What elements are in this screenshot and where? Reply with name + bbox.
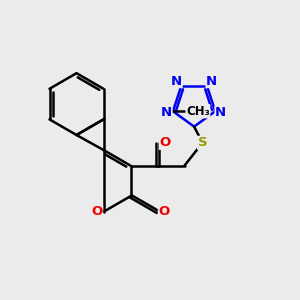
- Text: CH₃: CH₃: [186, 105, 210, 118]
- Text: N: N: [171, 74, 182, 88]
- Text: S: S: [198, 136, 207, 149]
- Text: O: O: [91, 205, 103, 218]
- Text: N: N: [206, 74, 217, 88]
- Text: O: O: [159, 136, 171, 149]
- Text: N: N: [161, 106, 172, 119]
- Text: O: O: [158, 205, 170, 218]
- Text: N: N: [215, 106, 226, 119]
